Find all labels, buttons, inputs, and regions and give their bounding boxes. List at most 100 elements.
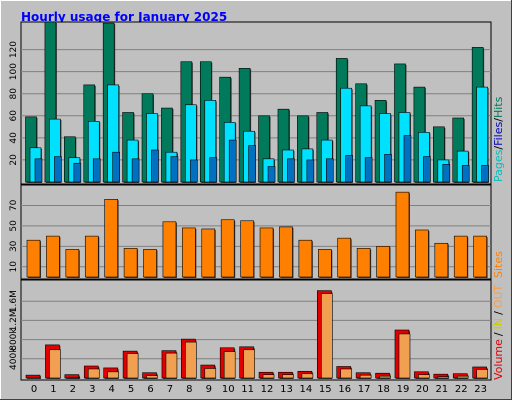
x-tick-label: 7	[167, 384, 173, 395]
sites-bar	[415, 229, 429, 278]
y-tick-label: 60	[9, 110, 19, 122]
sites-bar	[104, 199, 118, 278]
sites-bar	[123, 248, 138, 278]
sites-bar	[65, 249, 80, 278]
x-tick-label: 9	[206, 384, 212, 395]
x-tick-label: 6	[147, 384, 153, 395]
svg-text:Pages/Files/Hits: Pages/Files/Hits	[492, 96, 505, 182]
sites-bar	[201, 228, 216, 278]
pages-bar	[267, 166, 276, 183]
legend-sites-text: Sites	[492, 251, 505, 278]
pages-bar	[170, 156, 179, 183]
out-bar	[185, 341, 197, 379]
x-tick-label: 5	[128, 384, 134, 395]
x-tick-label: 22	[455, 384, 468, 395]
x-tick-label: 0	[31, 384, 37, 395]
legend-out: OUT	[492, 284, 505, 308]
pages-bar	[287, 158, 295, 183]
out-bar	[262, 374, 275, 379]
out-bar	[87, 368, 100, 379]
out-bar	[418, 374, 430, 379]
pages-bar	[461, 165, 470, 183]
pages-bar	[131, 158, 140, 183]
pages-bar	[54, 156, 62, 183]
y-tick-label: 100	[9, 63, 19, 80]
sites-bar	[26, 239, 41, 278]
out-bar	[204, 368, 217, 379]
pages-bar	[384, 154, 392, 183]
chart-title: Hourly usage for January 2025	[21, 10, 227, 24]
x-tick-label: 2	[70, 384, 76, 395]
pages-bar	[34, 158, 43, 183]
sites-bar	[279, 226, 293, 278]
out-bar	[107, 371, 119, 379]
pages-bar	[442, 164, 451, 183]
out-bar	[282, 374, 294, 379]
hits-files-pages-panel: 20 40 60 80 100 120	[9, 21, 492, 185]
pages-bar	[481, 165, 489, 183]
y-tick-label: 80	[9, 88, 19, 100]
sites-bar	[356, 248, 371, 278]
legend-sites: Sites	[492, 251, 505, 278]
out-bar	[223, 351, 236, 379]
x-tick-label: 17	[358, 384, 371, 395]
pages-bar	[325, 158, 334, 183]
sites-bar	[395, 191, 410, 278]
out-bar	[243, 349, 255, 379]
y-tick-label: 40	[9, 132, 19, 144]
pages-bar	[228, 139, 237, 183]
sites-bar	[473, 235, 487, 278]
x-tick-label: 15	[319, 384, 332, 395]
pages-bar	[248, 145, 256, 183]
x-tick-label: 21	[435, 384, 448, 395]
out-bar	[340, 368, 353, 379]
pages-bar	[151, 149, 159, 183]
out-bar	[320, 293, 333, 379]
out-bar	[476, 369, 488, 379]
pages-bar	[73, 162, 82, 183]
y-tick-label: 400k	[9, 347, 19, 370]
sites-bar	[337, 237, 352, 278]
y-tick-label: 800k	[9, 328, 19, 351]
sites-bar	[240, 220, 254, 278]
sites-bar	[259, 227, 274, 278]
legend-volume: Volume/IN/OUT	[492, 284, 505, 380]
y-tick-label: 1.6M	[9, 290, 19, 312]
y-tick-label: 70	[9, 199, 19, 211]
pages-bar	[92, 158, 101, 183]
sites-bar	[162, 221, 177, 278]
y-tick-label: 30	[9, 240, 19, 252]
out-bar	[146, 375, 158, 379]
legend-files: Files	[492, 121, 505, 145]
x-tick-label: 1	[50, 384, 56, 395]
legend-in: IN	[492, 318, 505, 329]
sites-bar	[143, 249, 157, 278]
out-bar	[398, 333, 411, 379]
sites-bar	[182, 227, 196, 278]
y-tick-label: 50	[9, 220, 19, 232]
pages-bar	[403, 135, 412, 183]
x-tick-label: 4	[108, 384, 114, 395]
sites-bar	[317, 249, 332, 278]
out-bar	[456, 375, 469, 379]
out-bar	[437, 376, 450, 379]
y-tick-label: 1.2M	[9, 309, 19, 331]
x-tick-label: 11	[241, 384, 254, 395]
x-tick-label: 13	[280, 384, 293, 395]
out-bar	[165, 352, 178, 379]
sites-bar	[84, 235, 99, 278]
legend-hits-files-pages: Pages/Files/Hits	[492, 96, 505, 182]
legend-volume-text: Volume	[492, 339, 505, 380]
sites-bar	[220, 219, 235, 278]
y-tick-label: 20	[9, 154, 19, 166]
sites-bar	[376, 246, 390, 278]
sites-bar	[453, 235, 468, 278]
x-tick-label: 16	[338, 384, 351, 395]
out-bar	[359, 374, 372, 379]
x-tick-label: 19	[397, 384, 410, 395]
y-tick-label: 10	[9, 261, 19, 273]
x-tick-label: 10	[222, 384, 235, 395]
x-tick-label: 14	[300, 384, 313, 395]
